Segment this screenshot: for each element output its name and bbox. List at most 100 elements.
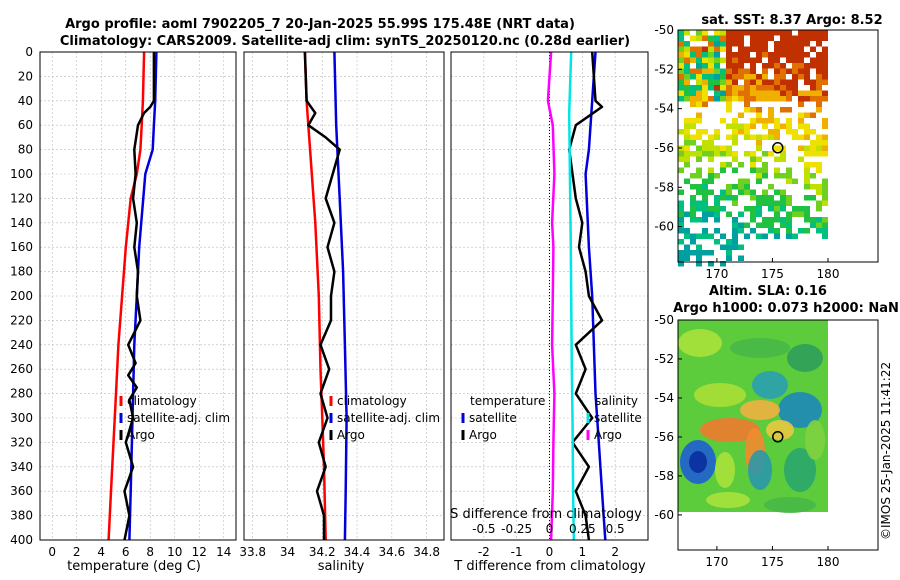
sst-cell [726,46,732,52]
sst-cell [756,79,762,85]
sst-cell [696,46,702,52]
sst-cell [756,173,762,179]
sst-cell [738,129,744,135]
sst-cell [798,118,804,124]
sst-cell [696,200,702,206]
sst-cell [744,184,750,190]
legend-label: satellite [594,411,642,425]
sst-cell [798,46,804,52]
sst-cell [804,151,810,157]
x-tick-label: 12 [192,545,207,559]
legend-label: Argo [469,428,497,442]
sst-cell [714,206,720,212]
sst-cell [732,217,738,223]
sst-cell [822,30,828,36]
sst-cell [678,41,684,47]
sst-cell [810,184,816,190]
sst-cell [816,228,822,234]
sst-cell [762,189,768,195]
x-tick-label: -1 [511,545,523,559]
sst-cell [708,167,714,173]
map-y-tick-label: -52 [654,62,674,76]
sst-cell [726,195,732,201]
sst-cell [822,57,828,63]
sst-cell [774,68,780,74]
sst-cell [756,211,762,217]
sst-cell [702,206,708,212]
depth-tick-label: 380 [10,509,33,523]
sst-cell [804,228,810,234]
sst-cell [702,178,708,184]
sst-cell [774,90,780,96]
sst-map-ticks: 170 175 180 -50 -52 -54 -56 -58 -60 [654,23,839,281]
sst-cell [750,63,756,69]
figure-title-line1: Argo profile: aoml 7902205_7 20-Jan-2025… [65,17,575,32]
sst-cell [732,123,738,129]
map-y-tick-label: -58 [654,180,674,194]
sst-cell [708,52,714,58]
sst-cell [756,200,762,206]
sst-cell [816,63,822,69]
sst-cell [708,233,714,239]
sst-cell [780,96,786,102]
sst-cell [732,30,738,36]
sst-cell [780,63,786,69]
sst-cell [750,195,756,201]
sst-cell [738,228,744,234]
sst-cell [702,35,708,41]
sst-cell [762,68,768,74]
sst-cell [732,129,738,135]
sst-cell [768,206,774,212]
sst-cell [750,162,756,168]
sst-cell [684,79,690,85]
sst-cell [702,85,708,91]
sst-cell [786,123,792,129]
sst-cell [678,57,684,63]
sst-cell [744,90,750,96]
difference-legend: temperature satellite Argo salinity satellit… [461,394,642,442]
sst-cell [714,96,720,102]
sst-cell [786,118,792,124]
sst-cell [714,145,720,151]
sst-cell [792,129,798,135]
sst-cell [744,233,750,239]
sst-cell [708,57,714,63]
sst-cell [780,35,786,41]
sst-cell [810,217,816,223]
x-tick-label: 4 [97,545,105,559]
sst-cell [804,184,810,190]
series-line-satellite-adj-clim [333,51,348,541]
sst-cell [678,250,684,256]
sst-cell [744,151,750,157]
sst-map-panel: 170 175 180 -50 -52 -54 -56 -58 -60 [654,23,879,281]
sst-cell [780,68,786,74]
sst-cell [768,217,774,223]
sst-cell [774,129,780,135]
map-y-tick-label: -54 [654,102,674,116]
sst-cell [768,96,774,102]
temperature-xlabel: temperature (deg C) [67,559,201,574]
sst-cell [798,68,804,74]
sst-cell [702,63,708,69]
x-tick-label: 34.6 [378,545,405,559]
sst-cell [750,41,756,47]
sla-blob [678,329,722,357]
sst-cell [738,35,744,41]
temperature-panel: 0204060801001201401601802002202402602803… [10,45,237,574]
sst-cell [756,57,762,63]
sst-cell [744,30,750,36]
sst-cell [726,68,732,74]
sst-cell [690,239,696,245]
sst-cell [714,228,720,234]
sst-cell [684,90,690,96]
sst-cell [786,41,792,47]
series-line-climatology [107,51,146,541]
sst-cell [738,68,744,74]
sst-cell [726,30,732,36]
sst-cell [816,101,822,107]
sst-cell [786,217,792,223]
sst-cell [756,195,762,201]
salinity-plot-frame [243,51,445,541]
sst-cell [720,85,726,91]
sst-cell [726,123,732,129]
